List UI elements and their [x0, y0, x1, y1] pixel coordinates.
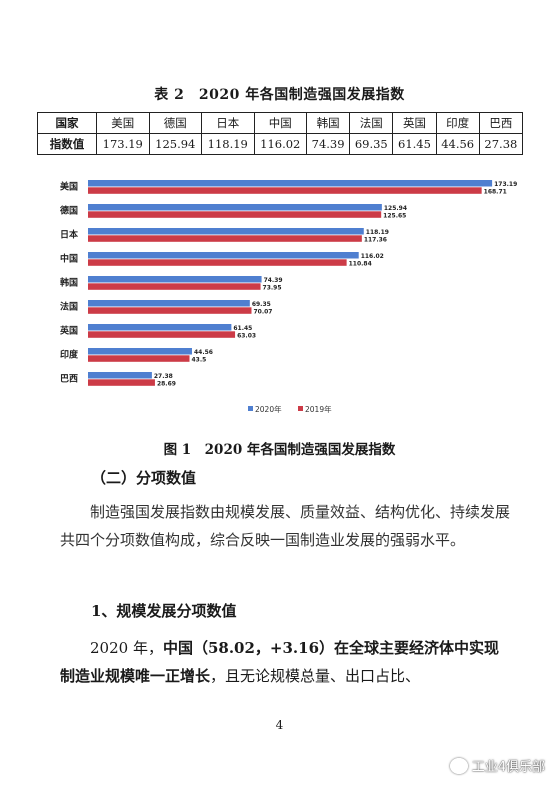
category-label: 巴西: [60, 374, 78, 385]
data-label: 28.69: [157, 380, 176, 387]
watermark-text: 工业4俱乐部: [471, 760, 545, 775]
bar-2019: [88, 259, 347, 266]
legend-label: 2020年: [255, 404, 282, 414]
table-cell-country: 中国: [253, 112, 307, 134]
data-label: 43.5: [192, 356, 207, 363]
data-label: 61.45: [233, 325, 252, 332]
bar-2019: [88, 331, 236, 338]
figure-caption: 图 1 2020 年各国制造强国发展指数: [163, 442, 396, 458]
table-cell-country: 德国: [148, 112, 202, 134]
sub-heading: 1、规模发展分项数值: [91, 602, 237, 620]
bar-2019: [88, 355, 190, 362]
bar-2020: [88, 300, 250, 307]
table-row-country: 国家 美国 德国 日本 中国 韩国 法国 英国 印度 巴西: [37, 112, 524, 134]
data-label: 116.02: [361, 253, 384, 260]
table-cell-value: 116.02: [253, 133, 307, 155]
data-label: 44.56: [194, 349, 213, 356]
table-cell-value: 125.94: [148, 133, 202, 155]
data-label: 125.94: [384, 205, 407, 212]
table-cell-country: 韩国: [305, 112, 351, 134]
watermark: 工业4俱乐部: [449, 756, 545, 775]
category-label: 英国: [59, 325, 78, 337]
bar-2020: [88, 180, 493, 187]
bar-2020: [88, 204, 382, 211]
bar-2020: [88, 348, 192, 355]
paragraph-scale-year: 2020 年，: [90, 639, 163, 657]
data-label: 118.19: [366, 229, 389, 236]
table-cell-value: 173.19: [96, 133, 150, 155]
table-title: 表 2 2020 年各国制造强国发展指数: [154, 87, 405, 103]
wechat-icon: [449, 757, 468, 774]
table-cell-value: 69.35: [349, 133, 394, 155]
table-cell-country: 美国: [96, 112, 150, 134]
data-label: 63.03: [237, 332, 256, 339]
section-heading: （二）分项数值: [91, 469, 197, 487]
table-cell-country: 巴西: [478, 112, 524, 134]
legend-swatch: [248, 406, 253, 411]
category-label: 德国: [60, 205, 78, 217]
category-label: 印度: [60, 349, 79, 361]
table-cell-country: 英国: [392, 112, 437, 134]
bar-2020: [88, 276, 262, 283]
paragraph-intro: 制造强国发展指数由规模发展、质量效益、结构优化、持续发展共四个分项数值构成，综合…: [60, 503, 511, 549]
bar-2020: [88, 252, 359, 259]
table-cell-value: 44.56: [435, 133, 480, 155]
category-label: 美国: [60, 181, 78, 193]
data-label: 69.35: [252, 301, 271, 308]
paragraph-scale: 2020 年，中国（58.02，+3.16）在全球主要经济体中实现制造业规模唯一…: [60, 634, 510, 690]
data-label: 73.95: [263, 284, 282, 291]
bar-2019: [88, 235, 362, 242]
data-label: 125.65: [383, 212, 406, 219]
paragraph-scale-tail: ，且无论规模总量、出口占比、: [210, 667, 421, 685]
bar-2020: [88, 372, 152, 379]
data-label: 70.07: [253, 308, 272, 315]
data-label: 27.38: [154, 373, 173, 380]
bar-2019: [88, 283, 261, 290]
paragraph-scale-bold: 中国（58.02，+3.16）在全球主要经济体中实现制造业规模唯一正增长: [60, 639, 500, 685]
table-cell-country: 法国: [349, 112, 394, 134]
table-cell-value: 74.39: [305, 133, 351, 155]
bar-2019: [88, 307, 252, 314]
category-label: 韩国: [60, 277, 78, 289]
data-label: 173.19: [494, 181, 517, 188]
bar-2019: [88, 211, 382, 218]
category-label: 中国: [60, 253, 78, 265]
data-label: 168.71: [484, 188, 507, 195]
bar-2019: [88, 187, 482, 194]
bar-2020: [88, 324, 232, 331]
page-number: 4: [275, 718, 284, 732]
category-label: 日本: [60, 229, 79, 241]
bar-2020: [88, 228, 364, 235]
legend-label: 2019年: [305, 404, 332, 414]
table-cell-value: 27.38: [478, 133, 524, 155]
table-cell-value: 61.45: [392, 133, 437, 155]
data-label: 74.39: [264, 277, 283, 284]
table-row-value: 指数值 173.19 125.94 118.19 116.02 74.39 69.35 61…: [37, 133, 524, 155]
table-cell-value: 118.19: [201, 133, 255, 155]
table-cell-country: 日本: [201, 112, 255, 134]
legend-swatch: [298, 406, 303, 411]
table-cell-country: 印度: [435, 112, 480, 134]
data-label: 117.36: [364, 236, 387, 243]
row-header-country: 国家: [37, 112, 97, 134]
data-label: 110.84: [349, 260, 372, 267]
row-header-value: 指数值: [37, 133, 97, 155]
category-label: 法国: [60, 301, 78, 313]
index-table: 国家 美国 德国 日本 中国 韩国 法国 英国 印度 巴西 指数值 173.19 125.94 11…: [37, 112, 524, 155]
bar-2019: [88, 379, 155, 386]
